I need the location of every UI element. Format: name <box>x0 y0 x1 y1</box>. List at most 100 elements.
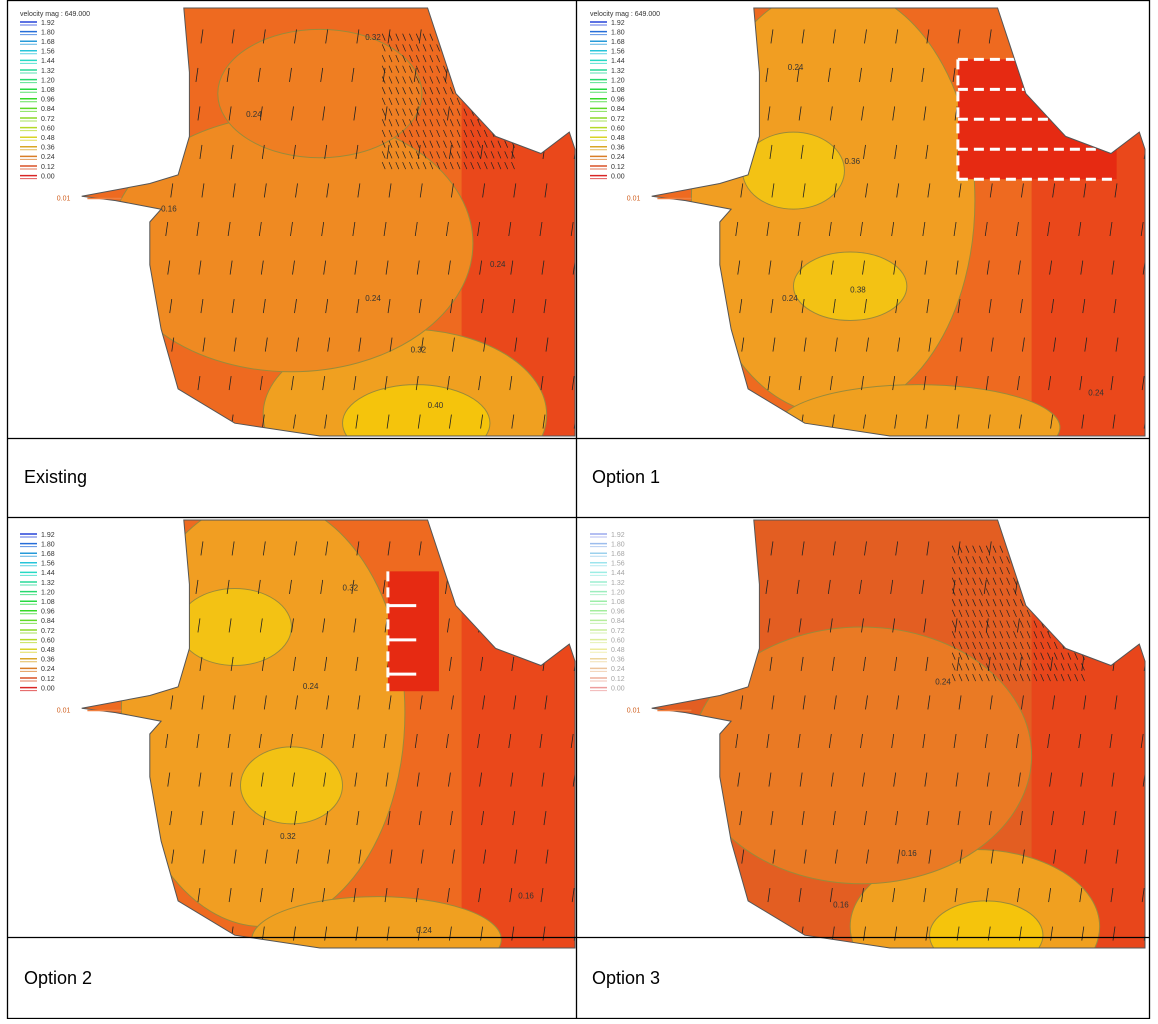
flow-arrow <box>289 579 292 594</box>
dense-arrow <box>985 556 990 564</box>
dense-arrow <box>999 652 1004 660</box>
dense-arrow <box>1033 620 1038 628</box>
flow-arrow <box>386 414 390 429</box>
flow-arrow <box>766 733 770 749</box>
legend-value: 0.36 <box>41 145 55 152</box>
dense-arrow <box>1033 652 1038 660</box>
dense-arrow <box>436 140 440 148</box>
flow-arrow <box>294 29 297 44</box>
flow-arrow <box>293 926 296 941</box>
flow-arrow <box>476 67 480 82</box>
map-outline <box>81 519 576 949</box>
flow-arrow <box>894 656 898 672</box>
flow-arrow <box>987 414 991 429</box>
flow-arrow <box>295 695 298 710</box>
flow-arrow <box>290 733 293 749</box>
dense-arrow <box>979 609 983 618</box>
flow-arrow <box>354 772 358 787</box>
dense-arrow <box>958 577 963 585</box>
flow-arrow <box>540 618 544 633</box>
flow-arrow <box>512 810 516 826</box>
legend-value: 0.96 <box>611 97 625 104</box>
dense-arrow <box>1006 588 1010 596</box>
flow-arrow <box>1143 144 1145 160</box>
dense-arrow <box>1013 673 1017 682</box>
dense-arrow <box>388 119 393 127</box>
flow-arrow <box>926 29 930 44</box>
flow-arrow <box>1083 183 1087 198</box>
flow-arrow <box>544 183 548 198</box>
flow-arrow <box>291 888 294 903</box>
flow-arrow <box>985 888 989 903</box>
dense-arrow <box>429 140 434 148</box>
dense-arrow <box>422 97 427 106</box>
flow-arrow <box>543 541 547 556</box>
flow-arrow <box>353 106 357 121</box>
flow-arrow <box>796 67 800 82</box>
dense-arrow <box>1026 631 1031 639</box>
flow-arrow <box>1078 221 1082 237</box>
dense-arrow <box>1067 599 1072 607</box>
flow-arrow <box>738 656 742 672</box>
dense-arrow <box>456 54 461 63</box>
flow-arrow <box>358 849 362 864</box>
legend-value: 0.24 <box>41 666 55 673</box>
dense-arrow <box>402 151 406 159</box>
dense-arrow <box>511 108 515 116</box>
dense-arrow <box>436 76 440 84</box>
flow-arrow <box>417 414 421 429</box>
flow-arrow <box>289 67 292 82</box>
flow-arrow <box>923 888 927 903</box>
flow-arrow <box>168 926 172 941</box>
dense-arrow <box>470 44 474 52</box>
dense-arrow <box>436 65 440 73</box>
dense-arrow <box>497 140 502 148</box>
dense-arrow <box>449 97 454 106</box>
flow-arrow <box>989 183 993 198</box>
dense-arrow <box>483 54 488 63</box>
dense-arrow <box>1067 620 1072 628</box>
flow-arrow <box>514 849 518 864</box>
flow-arrow <box>829 376 833 391</box>
flow-arrow <box>894 926 898 941</box>
dense-arrow <box>395 33 400 41</box>
flow-arrow <box>507 579 511 594</box>
flow-arrow <box>260 772 264 787</box>
flow-arrow <box>892 618 896 633</box>
flow-arrow <box>736 888 740 903</box>
legend-value: 0.72 <box>41 116 55 123</box>
dense-arrow <box>1006 641 1010 650</box>
legend-value: 0.96 <box>611 609 625 616</box>
flow-arrow <box>321 221 325 237</box>
flow-arrow <box>985 618 989 633</box>
legend-value: 0.96 <box>41 97 55 104</box>
dense-arrow <box>1074 673 1079 682</box>
flow-arrow <box>358 337 362 352</box>
flow-arrow <box>230 656 234 672</box>
flow-arrow <box>988 29 992 44</box>
dense-arrow <box>504 161 509 170</box>
flow-arrow <box>545 337 549 352</box>
flow-arrow <box>1016 221 1019 237</box>
dense-arrow <box>422 44 427 52</box>
flow-arrow <box>415 888 419 903</box>
flow-arrow <box>261 414 265 429</box>
flow-arrow <box>356 810 360 826</box>
flow-arrow <box>511 144 515 160</box>
legend-value: 1.20 <box>41 77 55 84</box>
dense-arrow <box>1074 641 1079 650</box>
dense-arrow <box>429 108 434 116</box>
flow-arrow <box>1143 414 1145 429</box>
dense-arrow <box>443 151 447 159</box>
flow-arrow <box>228 618 232 633</box>
dense-arrow <box>504 65 509 73</box>
dense-arrow <box>1081 663 1085 671</box>
dense-arrow <box>999 620 1004 628</box>
dense-arrow <box>449 140 454 148</box>
dense-arrow <box>497 161 502 170</box>
flow-arrow <box>320 67 324 82</box>
flow-arrow <box>296 337 299 352</box>
dense-arrow <box>992 631 997 639</box>
flow-arrow <box>476 579 480 594</box>
flow-arrow <box>1051 541 1055 556</box>
